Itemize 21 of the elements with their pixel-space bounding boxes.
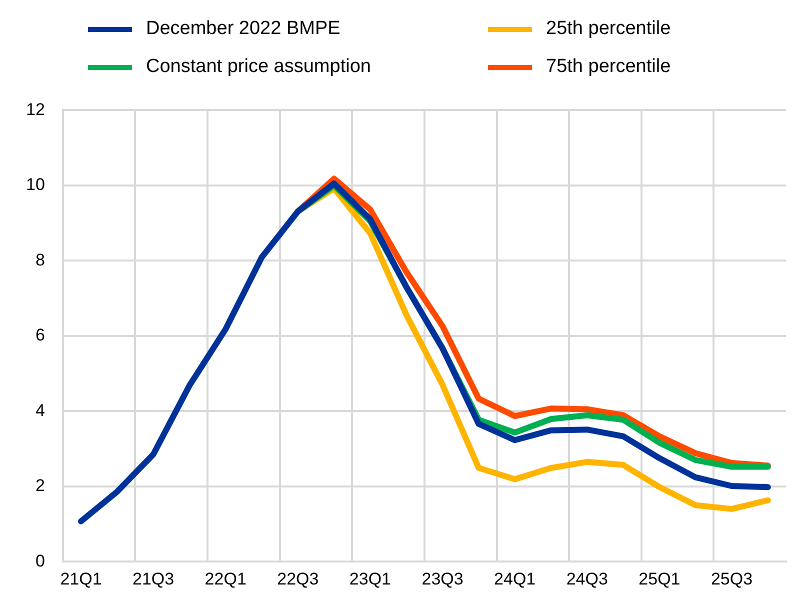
x-tick-label: 24Q3: [566, 569, 608, 588]
x-tick-label: 21Q3: [132, 569, 174, 588]
y-tick-label: 4: [35, 400, 45, 420]
y-tick-label: 2: [35, 476, 45, 496]
y-tick-label: 8: [35, 250, 45, 270]
x-tick-label: 23Q1: [349, 569, 392, 588]
y-tick-label: 0: [35, 551, 45, 570]
x-tick-label: 21Q1: [60, 569, 102, 588]
x-tick-label: 22Q1: [204, 569, 246, 588]
legend-label: 25th percentile: [546, 18, 671, 40]
x-tick-label: 25Q3: [710, 569, 753, 588]
legend-label: Constant price assumption: [146, 56, 371, 78]
y-tick-label: 12: [26, 100, 45, 119]
y-tick-label: 6: [35, 326, 45, 345]
x-tick-label: 24Q1: [494, 569, 536, 588]
legend-label: December 2022 BMPE: [146, 18, 340, 40]
x-tick-label: 25Q1: [638, 569, 680, 588]
y-tick-label: 10: [26, 175, 45, 194]
x-tick-label: 22Q3: [277, 569, 319, 588]
legend-label: 75th percentile: [546, 56, 671, 78]
x-tick-label: 23Q3: [422, 569, 464, 588]
